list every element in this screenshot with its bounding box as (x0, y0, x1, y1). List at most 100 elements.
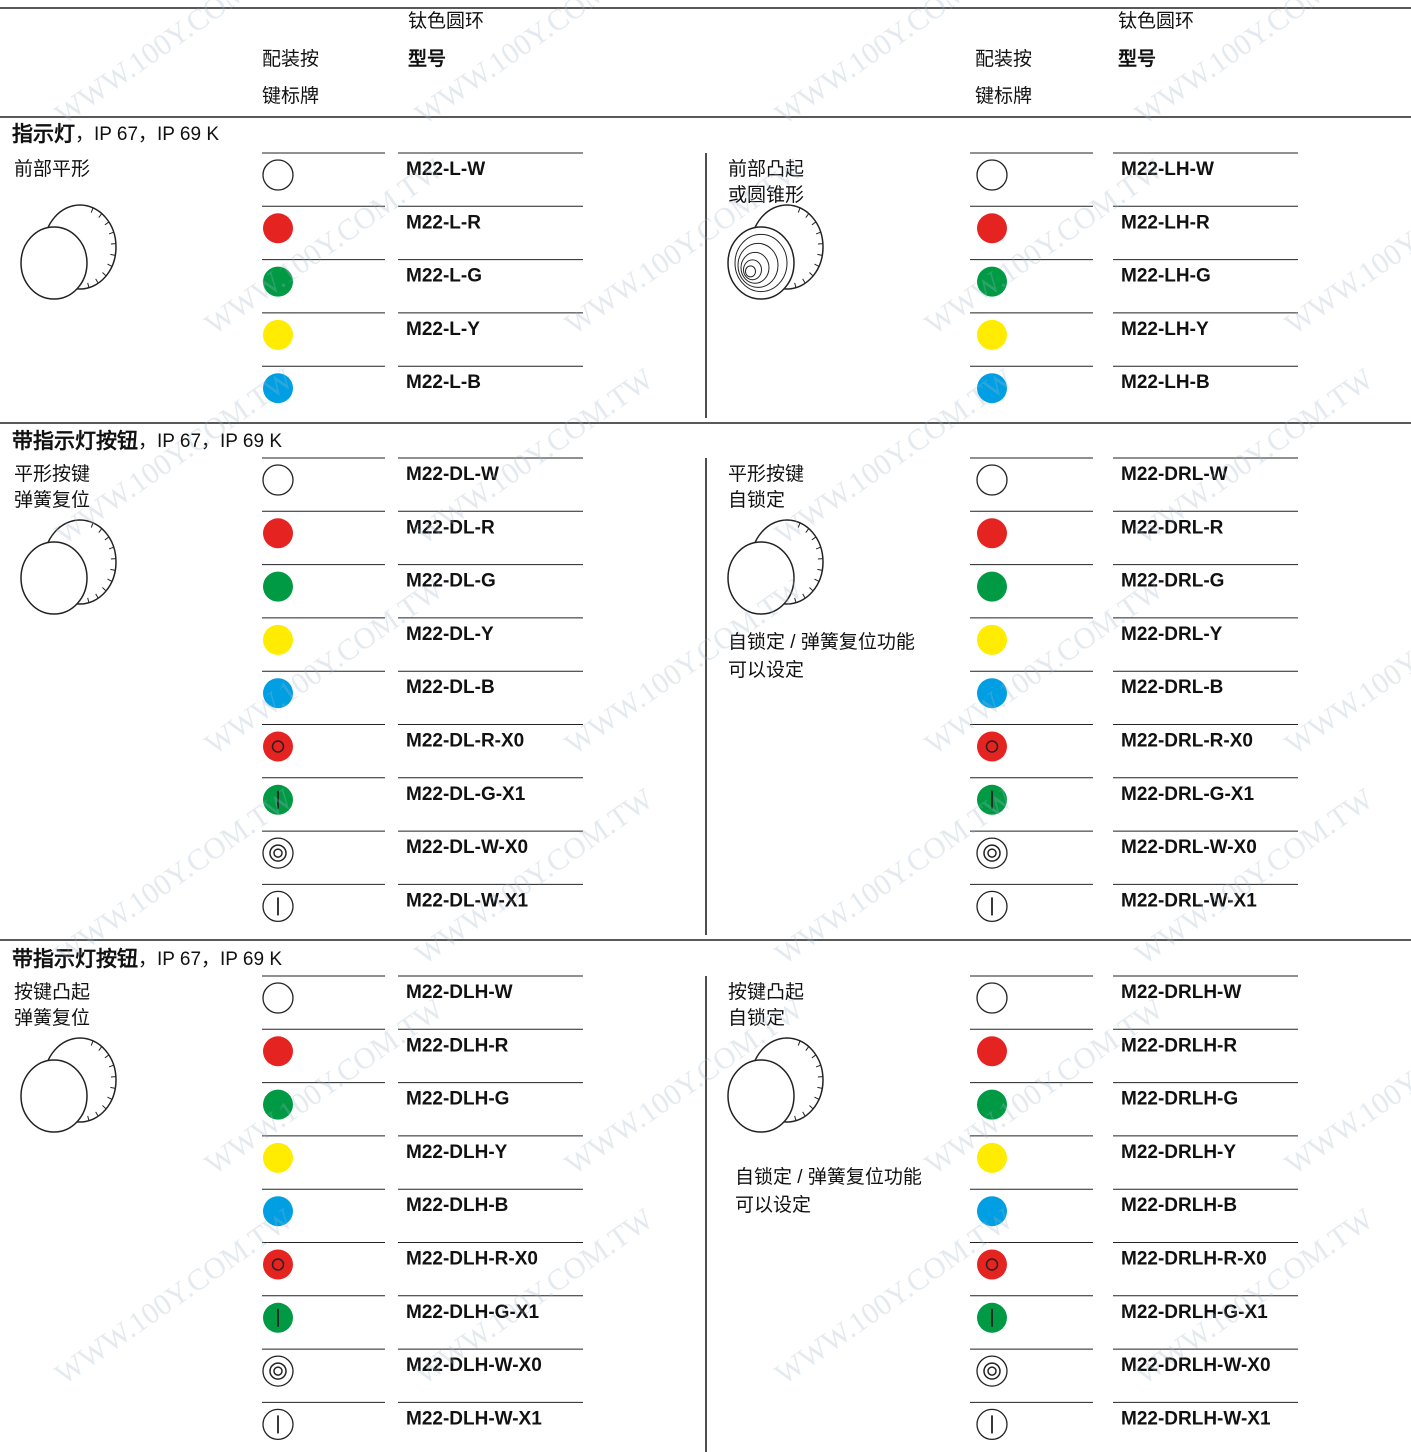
button-ridge (95, 593, 99, 599)
section-title-bold: 带指示灯按钮 (12, 429, 138, 453)
watermark: WWW.100Y.COM.TW (1279, 572, 1411, 761)
description: 前部凸起 (728, 158, 804, 180)
model-number: M22-L-W (406, 159, 485, 180)
button-ridge (811, 536, 817, 541)
symbol-ring (983, 1362, 1001, 1380)
color-marker (263, 373, 293, 404)
watermark: WWW.100Y.COM.TW (1279, 992, 1411, 1181)
button-ridge (90, 207, 94, 213)
model-number: M22-DRLH-R-X0 (1121, 1249, 1267, 1270)
model-number: M22-DL-R (406, 517, 495, 538)
model-number: M22-DRL-Y (1121, 624, 1223, 645)
watermark: WWW.100Y.COM.TW (49, 362, 300, 551)
header-label: 钛色圆环 (408, 10, 484, 32)
button-ridge (107, 263, 113, 267)
color-marker (977, 1089, 1007, 1120)
button-ridge (87, 1115, 90, 1121)
button-ridge (805, 1046, 810, 1051)
color-marker (263, 319, 293, 350)
color-marker (263, 213, 293, 244)
model-number: M22-LH-Y (1121, 319, 1209, 340)
button-illustration (727, 519, 824, 615)
description: 弹簧复位 (14, 1007, 90, 1029)
color-marker (262, 464, 294, 496)
color-marker (263, 1089, 293, 1120)
model-number: M22-DL-W (406, 464, 499, 485)
model-number: M22-L-Y (406, 319, 480, 340)
header-label: 型号 (408, 47, 446, 70)
color-marker (262, 1355, 294, 1387)
symbol-ring (985, 1258, 999, 1271)
button-ridge (802, 278, 806, 284)
color-marker (977, 373, 1007, 404)
color-marker (263, 1142, 293, 1173)
button-front (20, 541, 88, 615)
button-front (727, 1059, 795, 1133)
button-ridge (110, 568, 116, 571)
model-number: M22-L-G (406, 266, 482, 287)
model-number: M22-DLH-G-X1 (406, 1302, 539, 1323)
symbol-ring (273, 848, 283, 858)
section-title: 带指示灯按钮，IP 67，IP 69 K (12, 429, 282, 453)
section-title-rest: ，IP 67，IP 69 K (138, 431, 282, 452)
button-ridge (98, 1046, 103, 1051)
watermark: WWW.100Y.COM.TW (49, 782, 300, 971)
color-marker (263, 1036, 293, 1067)
color-marker (977, 1036, 1007, 1067)
description: 平形按键 (14, 463, 90, 485)
button-ridge (811, 221, 817, 226)
color-marker (263, 678, 293, 709)
model-number: M22-DRLH-R (1121, 1035, 1237, 1056)
button-ridge (108, 546, 114, 550)
header-label: 键标牌 (262, 85, 319, 107)
button-ridge (87, 597, 90, 603)
symbol-ring (269, 1362, 287, 1380)
button-ridge (98, 213, 103, 218)
description: 弹簧复位 (14, 489, 90, 511)
header-label: 钛色圆环 (1118, 10, 1194, 32)
button-ridge (797, 207, 801, 213)
button-front (20, 1059, 88, 1133)
description: 或圆锥形 (728, 184, 804, 206)
symbol-ring (271, 1258, 285, 1271)
model-number: M22-DRLH-W (1121, 982, 1241, 1003)
button-ridge (102, 587, 107, 592)
button-illustration (20, 204, 117, 300)
symbol-ring (271, 740, 285, 753)
model-number: M22-DRLH-G (1121, 1089, 1238, 1110)
note: 可以设定 (728, 659, 804, 681)
symbol-ring (273, 1366, 283, 1376)
button-ridge (817, 253, 823, 256)
button-ridge (794, 597, 797, 603)
button-ridge (809, 587, 814, 592)
model-number: M22-DLH-W (406, 982, 513, 1003)
button-ridge (90, 522, 94, 528)
header-label: 键标牌 (975, 85, 1032, 107)
watermark: WWW.100Y.COM.TW (409, 782, 660, 971)
color-marker (977, 1249, 1007, 1280)
header-label: 配装按 (975, 48, 1032, 70)
color-marker (977, 266, 1007, 297)
button-ridge (108, 231, 114, 235)
button-ridge (110, 1086, 116, 1089)
color-marker (262, 982, 294, 1014)
symbol-ring (983, 844, 1001, 862)
button-ridge (87, 282, 90, 288)
model-number: M22-DL-G (406, 571, 496, 592)
color-marker (976, 837, 1008, 869)
model-number: M22-DRLH-B (1121, 1195, 1237, 1216)
model-number: M22-LH-B (1121, 372, 1210, 393)
header-label: 配装按 (262, 48, 319, 70)
button-ridge (98, 528, 103, 533)
description: 前部平形 (14, 158, 90, 180)
model-number: M22-DRLH-W-X0 (1121, 1355, 1271, 1376)
color-marker (263, 624, 293, 655)
color-marker (977, 319, 1007, 350)
symbol-ring (987, 848, 997, 858)
model-number: M22-DRLH-Y (1121, 1142, 1236, 1163)
model-number: M22-DL-B (406, 677, 495, 698)
watermark: WWW.100Y.COM.TW (1279, 152, 1411, 341)
color-marker (977, 1196, 1007, 1227)
model-number: M22-DRL-B (1121, 677, 1223, 698)
symbol-ring (269, 844, 287, 862)
